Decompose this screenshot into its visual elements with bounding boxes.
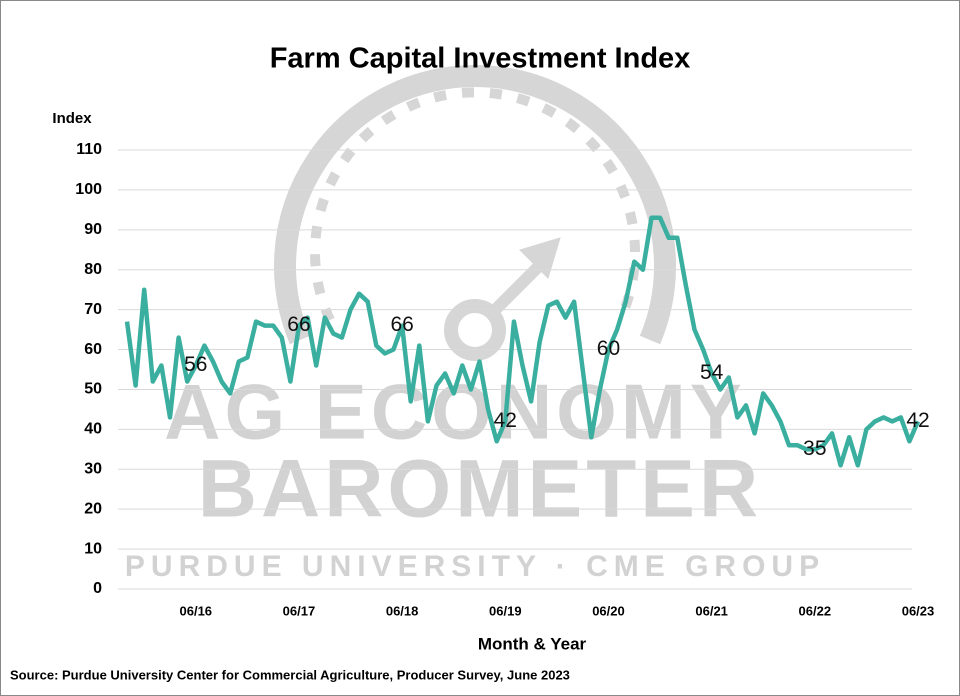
chart-title: Farm Capital Investment Index: [270, 43, 691, 75]
x-tick-label: 06/23: [902, 603, 935, 618]
data-label: 66: [390, 313, 413, 336]
y-tick-label: 30: [84, 460, 102, 477]
y-tick-label: 50: [84, 381, 102, 398]
data-label: 60: [597, 337, 620, 360]
y-tick-label: 70: [84, 301, 102, 318]
x-tick-label: 06/16: [180, 603, 213, 618]
data-label: 42: [906, 409, 929, 432]
x-tick-label: 06/19: [489, 603, 522, 618]
y-tick-label: 110: [76, 141, 102, 158]
x-tick-label: 06/20: [592, 603, 625, 618]
y-tick-label: 40: [84, 421, 102, 438]
x-tick-label: 06/22: [799, 603, 832, 618]
data-label: 66: [287, 313, 310, 336]
y-tick-label: 0: [93, 580, 102, 597]
data-label: 35: [803, 437, 826, 460]
y-tick-label: 90: [84, 221, 102, 238]
y-tick-label: 80: [84, 261, 102, 278]
x-tick-label: 06/17: [283, 603, 316, 618]
data-label: 42: [494, 409, 517, 432]
watermark-gauge: [274, 65, 676, 361]
watermark-text: PURDUE UNIVERSITY · CME GROUP: [125, 550, 825, 583]
x-axis-label: Month & Year: [478, 634, 587, 653]
data-label: 54: [700, 361, 724, 384]
y-axis-label: Index: [52, 110, 92, 127]
watermark-text: AG ECONOMY: [164, 368, 746, 456]
y-tick-label: 100: [75, 181, 102, 198]
y-tick-label: 60: [84, 341, 102, 358]
y-tick-label: 20: [84, 500, 102, 517]
x-tick-label: 06/18: [386, 603, 419, 618]
data-label: 56: [184, 353, 207, 376]
watermark-text: BAROMETER: [198, 444, 762, 535]
x-tick-label: 06/21: [695, 603, 728, 618]
data-line: [124, 215, 921, 468]
y-tick-label: 10: [84, 540, 102, 557]
source-note: Source: Purdue University Center for Com…: [10, 667, 570, 682]
